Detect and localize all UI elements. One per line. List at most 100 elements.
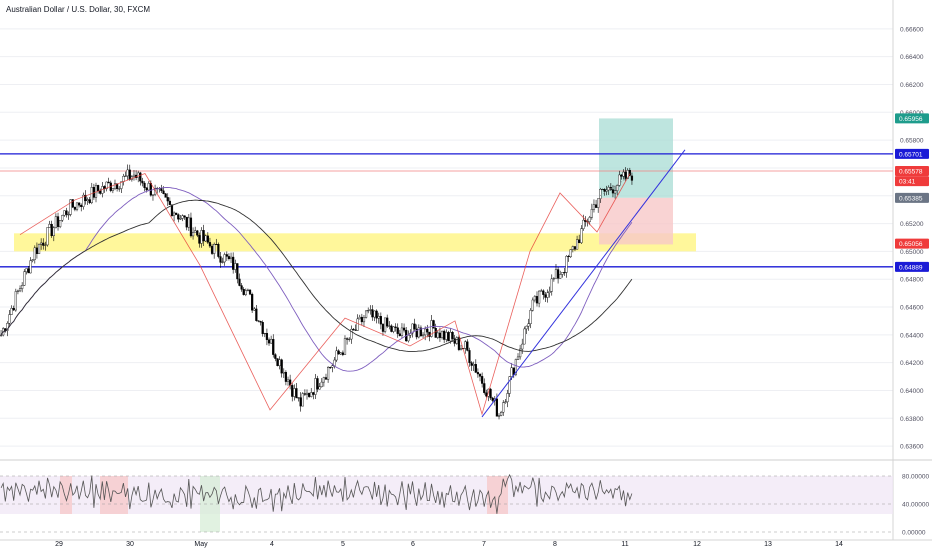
candle bbox=[219, 256, 222, 263]
candle bbox=[466, 341, 469, 351]
candle bbox=[255, 308, 258, 321]
candle bbox=[16, 290, 20, 292]
candle bbox=[362, 317, 366, 323]
candle bbox=[272, 339, 275, 355]
candle bbox=[310, 392, 313, 397]
candle bbox=[413, 323, 416, 330]
candle bbox=[179, 218, 182, 220]
candle bbox=[78, 202, 81, 206]
candle bbox=[508, 376, 511, 394]
candle bbox=[18, 288, 22, 292]
price-tag bbox=[895, 148, 929, 159]
price-tick-label: 0.63600 bbox=[900, 444, 924, 451]
candle bbox=[265, 333, 269, 340]
candle bbox=[286, 379, 290, 382]
candle bbox=[350, 328, 353, 340]
candle bbox=[618, 174, 621, 186]
candle bbox=[181, 215, 184, 219]
candle bbox=[145, 187, 148, 191]
date-tick-label: 5 bbox=[341, 541, 345, 548]
candle bbox=[299, 397, 302, 407]
candle bbox=[373, 310, 376, 318]
date-tick-label: 29 bbox=[55, 541, 63, 548]
candle bbox=[516, 356, 520, 360]
candle bbox=[443, 330, 446, 340]
candle bbox=[88, 199, 91, 203]
candle bbox=[464, 341, 467, 349]
candle bbox=[202, 230, 205, 242]
candle bbox=[616, 185, 619, 191]
rsi-tick-label: 0.00000 bbox=[902, 530, 926, 537]
candle bbox=[210, 245, 214, 254]
candle bbox=[481, 376, 484, 384]
candle bbox=[280, 359, 283, 374]
date-tick-label: 30 bbox=[126, 541, 134, 548]
candle bbox=[54, 216, 58, 228]
price-tag bbox=[895, 261, 929, 272]
candle bbox=[46, 227, 49, 246]
candle bbox=[519, 348, 522, 358]
candle bbox=[312, 392, 315, 395]
candle bbox=[132, 174, 136, 177]
rsi-overbought-zone bbox=[60, 476, 72, 514]
candle bbox=[563, 272, 566, 274]
candle bbox=[257, 320, 260, 322]
price-tick-label: 0.65000 bbox=[900, 249, 924, 256]
candle bbox=[120, 181, 123, 189]
candle bbox=[341, 352, 344, 355]
candle bbox=[65, 210, 68, 215]
candle bbox=[561, 272, 564, 275]
candle bbox=[491, 397, 494, 401]
candle bbox=[194, 230, 197, 233]
candle bbox=[504, 401, 507, 403]
candle bbox=[495, 398, 499, 417]
candle bbox=[569, 249, 572, 257]
candle bbox=[172, 212, 176, 216]
candle bbox=[204, 235, 207, 242]
candle bbox=[525, 325, 528, 330]
candle bbox=[107, 181, 110, 184]
candle bbox=[229, 256, 233, 260]
candle bbox=[42, 242, 45, 246]
candle bbox=[162, 190, 165, 194]
rsi-overbought-zone bbox=[487, 476, 508, 514]
candle bbox=[343, 338, 347, 355]
candle bbox=[282, 372, 285, 374]
candle bbox=[470, 362, 473, 366]
candle bbox=[394, 326, 397, 328]
candle bbox=[187, 217, 190, 228]
candle bbox=[316, 378, 319, 390]
moving-average-slow bbox=[0, 199, 633, 353]
candle bbox=[97, 185, 100, 192]
candle bbox=[301, 393, 304, 407]
price-tag-label: 0.65385 bbox=[899, 195, 923, 202]
candle bbox=[531, 299, 534, 311]
candle bbox=[128, 169, 131, 180]
candle bbox=[379, 316, 382, 325]
candle bbox=[502, 402, 505, 413]
moving-average-fast bbox=[0, 186, 633, 372]
candle bbox=[99, 190, 102, 194]
candle bbox=[137, 172, 140, 178]
candle bbox=[550, 278, 553, 292]
candle bbox=[335, 350, 338, 361]
candle bbox=[626, 170, 629, 179]
candle bbox=[111, 188, 114, 191]
candle bbox=[240, 285, 243, 290]
candle bbox=[424, 328, 427, 336]
position-stop-zone bbox=[599, 197, 673, 245]
price-tick-label: 0.66000 bbox=[900, 110, 924, 117]
candle bbox=[571, 246, 574, 250]
candle bbox=[533, 296, 536, 301]
candle bbox=[620, 174, 623, 177]
candle bbox=[69, 199, 72, 215]
date-tick-label: 8 bbox=[553, 541, 557, 548]
candle bbox=[12, 308, 15, 311]
candle bbox=[457, 337, 461, 350]
candle bbox=[223, 254, 226, 263]
candle bbox=[175, 212, 178, 215]
candle bbox=[575, 239, 579, 250]
candle bbox=[447, 332, 450, 342]
candle bbox=[196, 230, 199, 236]
